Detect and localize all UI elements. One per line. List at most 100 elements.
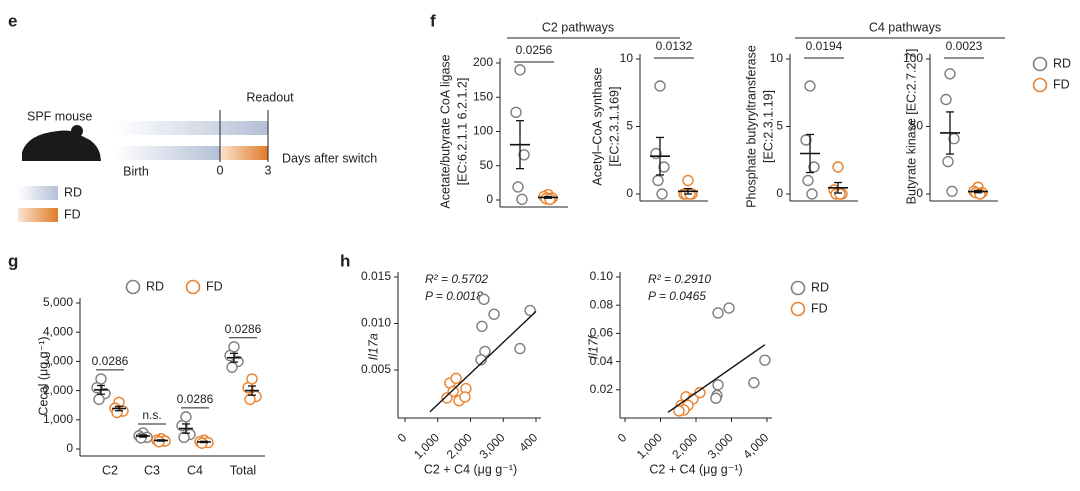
y-tick-label: 10 bbox=[620, 51, 634, 65]
y-tick-label: 10 bbox=[770, 51, 784, 65]
data-point bbox=[804, 80, 816, 92]
y-tick-label: 0.005 bbox=[361, 362, 391, 376]
data-point bbox=[441, 392, 453, 404]
data-point bbox=[516, 193, 528, 206]
annotation: R² = 0.5702 bbox=[425, 272, 488, 286]
x-tick-label: 2,000 bbox=[669, 430, 700, 461]
subject-label: SPF mouse bbox=[27, 109, 92, 123]
annotation: P = 0.0018 bbox=[425, 289, 483, 303]
y-tick-label: 0.06 bbox=[590, 326, 614, 340]
data-point bbox=[942, 155, 954, 168]
y-tick-label: 3,000 bbox=[43, 354, 73, 368]
p-value: n.s. bbox=[142, 408, 161, 422]
p-value: 0.0256 bbox=[516, 43, 553, 57]
start-label: Birth bbox=[123, 164, 149, 178]
y-tick-label: 0.02 bbox=[590, 382, 614, 396]
data-point bbox=[510, 106, 522, 119]
time-axis-label: Days after switch bbox=[282, 151, 377, 165]
data-point bbox=[93, 393, 105, 406]
data-point bbox=[459, 391, 471, 403]
data-point bbox=[673, 405, 685, 417]
y-tick-label: 200 bbox=[473, 55, 493, 69]
data-point bbox=[806, 188, 818, 200]
y-tick-label: 0 bbox=[776, 186, 783, 200]
y-tick-label: 4,000 bbox=[43, 324, 73, 338]
y-tick-label: 2,000 bbox=[43, 383, 73, 397]
data-point bbox=[712, 307, 724, 319]
data-point bbox=[710, 392, 722, 404]
annotation: R² = 0.2910 bbox=[648, 272, 711, 286]
y-axis-label: Butyrate kinase [EC:2.7.2.7] bbox=[904, 49, 918, 205]
mouse-ear bbox=[71, 125, 83, 137]
x-tick-label: 3,000 bbox=[705, 430, 736, 461]
p-value: 0.0286 bbox=[92, 354, 129, 368]
data-point bbox=[694, 386, 706, 399]
legend-marker bbox=[185, 279, 201, 295]
y-tick-label: 5 bbox=[776, 119, 783, 133]
group-label: C2 pathways bbox=[542, 20, 614, 34]
data-point bbox=[834, 188, 846, 200]
y-tick-label: 100 bbox=[473, 124, 493, 138]
legend-marker bbox=[790, 280, 806, 296]
y-axis-label: Il17f bbox=[586, 334, 600, 359]
data-point bbox=[544, 193, 556, 206]
x-tick-label: 0 bbox=[395, 430, 410, 445]
panel-label: g bbox=[8, 251, 18, 270]
data-point bbox=[759, 354, 771, 366]
data-point bbox=[656, 188, 668, 200]
legend-marker bbox=[125, 279, 141, 295]
x-tick-label: 4,000 bbox=[740, 430, 771, 461]
data-point bbox=[654, 80, 666, 92]
y-axis-label: [EC:6.2.1.1 6.2.1.2] bbox=[455, 78, 469, 186]
y-axis-label: [EC:2.3.1.169] bbox=[607, 87, 621, 167]
legend-swatch bbox=[18, 208, 58, 222]
data-point bbox=[488, 308, 500, 320]
legend-swatch bbox=[18, 186, 58, 200]
data-point bbox=[652, 174, 664, 187]
data-point bbox=[244, 393, 256, 406]
x-tick-label: Total bbox=[230, 463, 256, 477]
p-value: 0.0194 bbox=[806, 39, 843, 53]
fd-bar bbox=[220, 146, 268, 160]
data-point bbox=[478, 293, 490, 306]
data-point bbox=[658, 161, 670, 173]
p-value: 0.0023 bbox=[946, 39, 983, 53]
p-value: 0.0286 bbox=[177, 392, 214, 406]
panel-label: f bbox=[430, 11, 436, 30]
y-tick-label: 1,000 bbox=[43, 412, 73, 426]
x-tick-label: 0 bbox=[615, 430, 630, 445]
legend-label: FD bbox=[811, 301, 828, 315]
y-tick-label: 0 bbox=[916, 186, 923, 200]
legend-label: FD bbox=[64, 207, 81, 221]
x-axis-label: C2 + C4 (μg g⁻¹) bbox=[649, 462, 742, 476]
y-tick-label: 100 bbox=[903, 51, 923, 65]
y-axis-label: Cecal (μg g⁻¹) bbox=[36, 336, 50, 415]
y-axis-label: Phosphate butyryltransferase bbox=[744, 45, 758, 208]
data-point bbox=[748, 377, 760, 389]
legend-label: RD bbox=[146, 279, 164, 293]
y-tick-label: 150 bbox=[473, 89, 493, 103]
x-axis-label: C2 + C4 (μg g⁻¹) bbox=[424, 462, 517, 476]
data-point bbox=[512, 181, 524, 193]
y-tick-label: 0 bbox=[66, 441, 73, 455]
x-tick-label: C2 bbox=[102, 463, 118, 477]
time-tick: 0 bbox=[217, 163, 224, 177]
data-point bbox=[450, 372, 462, 385]
x-tick-label: 3,000 bbox=[476, 430, 507, 461]
x-tick-label: 1,000 bbox=[411, 430, 442, 461]
group-label: C4 pathways bbox=[869, 20, 941, 34]
data-point bbox=[514, 64, 526, 76]
data-point bbox=[944, 68, 956, 80]
data-point bbox=[723, 302, 735, 314]
y-axis-label: Acetyl–CoA synthase bbox=[590, 67, 604, 185]
x-tick-label: 400 bbox=[516, 430, 540, 454]
rd-bar bbox=[115, 121, 268, 135]
y-tick-label: 0 bbox=[486, 192, 493, 206]
x-tick-label: 2,000 bbox=[444, 430, 475, 461]
data-point bbox=[940, 93, 952, 106]
data-point bbox=[524, 304, 536, 317]
time-tick: 3 bbox=[265, 163, 272, 177]
legend-label: FD bbox=[1053, 77, 1070, 91]
schematic: e SPF mouse Readout Birth 0 3 Days after… bbox=[8, 11, 377, 222]
